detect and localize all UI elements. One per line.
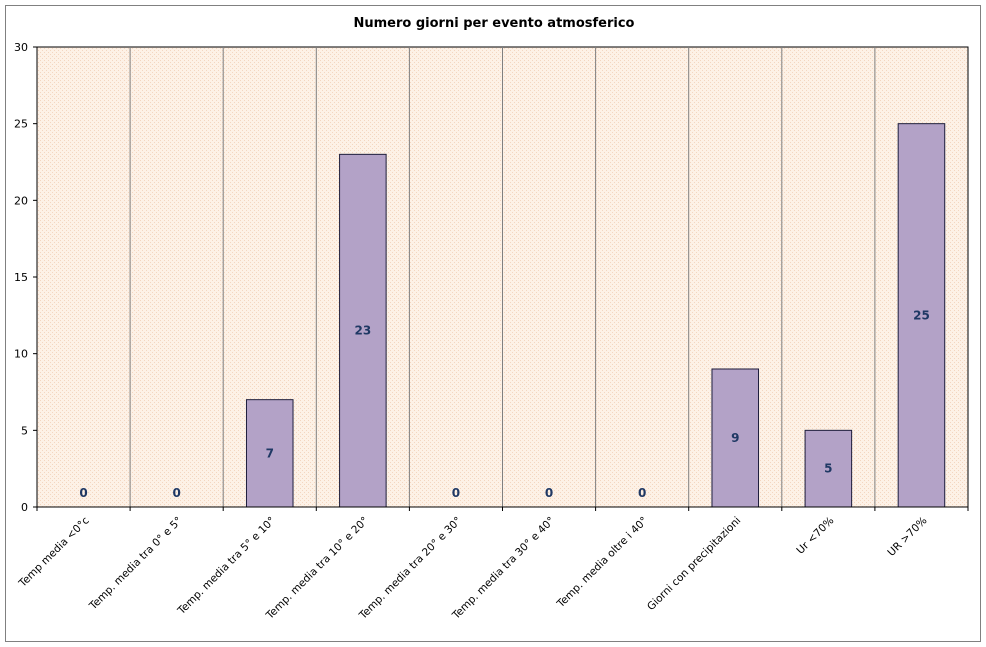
data-label: 0 — [172, 486, 180, 500]
data-label: 0 — [79, 486, 87, 500]
x-tick-label: Temp. media tra 20° e 30° — [356, 515, 464, 623]
y-tick-label: 15 — [14, 271, 28, 284]
x-tick-label: Giorni con precipitazioni — [645, 515, 743, 613]
data-labels: 0 0 7 23 0 0 0 9 5 25 — [79, 308, 929, 500]
bar — [711, 368, 760, 508]
y-tick-label: 20 — [14, 194, 28, 207]
x-tick-label: Temp media <0°c — [16, 514, 92, 590]
data-label: 7 — [266, 446, 274, 460]
data-label: 9 — [731, 431, 739, 445]
y-tick-label: 30 — [14, 41, 28, 54]
x-tick-label: Temp. media tra 10° e 20° — [263, 515, 371, 623]
y-tick-label: 5 — [21, 424, 28, 437]
x-tick-label: UR >70% — [885, 515, 929, 559]
data-label: 5 — [824, 462, 832, 476]
x-tick-label: Temp. media oltre i 40° — [554, 515, 650, 611]
bar — [804, 429, 853, 508]
chart-title: Numero giorni per evento atmosferico — [354, 16, 635, 31]
x-tick-label: Temp. media tra 5° e 10° — [175, 515, 278, 618]
data-label: 0 — [545, 486, 553, 500]
bar — [339, 153, 387, 508]
x-tick-label: Ur <70% — [794, 515, 836, 557]
y-tick-label: 25 — [14, 118, 28, 131]
data-label: 0 — [638, 486, 646, 500]
x-tick-label: Temp. media tra 30° e 40° — [450, 515, 558, 623]
y-tick-label: 10 — [14, 348, 28, 361]
data-label: 23 — [354, 324, 371, 338]
y-axis: 0 5 10 15 20 25 30 — [14, 41, 38, 514]
y-tick-label: 0 — [21, 501, 28, 514]
x-tick-label: Temp. media tra 0° e 5° — [87, 515, 185, 613]
bar — [897, 123, 946, 508]
bar — [245, 399, 294, 508]
data-label: 0 — [452, 486, 460, 500]
data-label: 25 — [913, 308, 930, 322]
bars — [245, 123, 946, 508]
category-separators — [129, 47, 876, 507]
